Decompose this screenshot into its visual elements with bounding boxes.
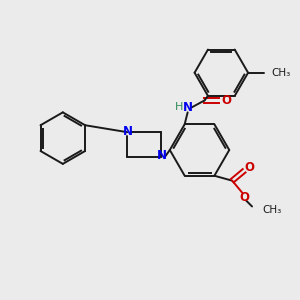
Text: CH₃: CH₃ (272, 68, 291, 78)
Text: CH₃: CH₃ (262, 206, 281, 215)
Text: O: O (244, 161, 254, 174)
Text: O: O (221, 94, 231, 107)
Text: H: H (175, 102, 183, 112)
Text: O: O (239, 191, 249, 204)
Text: N: N (183, 101, 193, 114)
Text: N: N (157, 149, 167, 162)
Text: N: N (123, 125, 133, 138)
